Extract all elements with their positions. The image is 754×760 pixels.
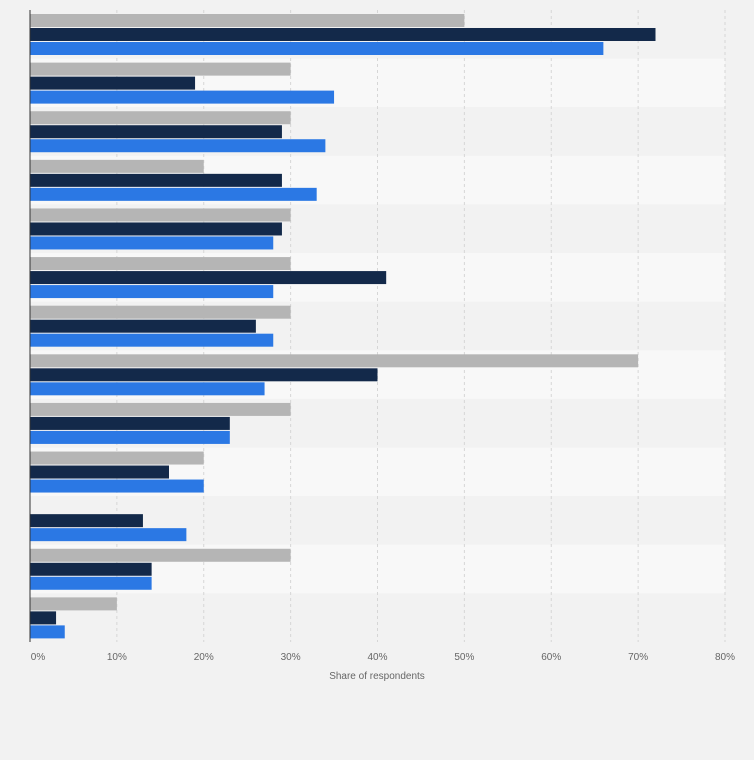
x-tick-label: 0%: [31, 652, 46, 663]
x-axis-ticks: 0% 10% 20% 30% 40% 50% 60% 70% 80%: [31, 652, 735, 663]
bar: [30, 402, 291, 416]
x-tick-label: 60%: [541, 652, 561, 663]
bar: [30, 451, 204, 465]
bar: [30, 305, 291, 319]
bar: [30, 611, 57, 625]
x-axis-title: Share of respondents: [329, 671, 425, 682]
x-tick-label: 40%: [367, 652, 387, 663]
bar: [30, 548, 291, 562]
bar: [30, 173, 282, 187]
bar: [30, 416, 230, 430]
bar: [30, 285, 274, 299]
bar: [30, 562, 152, 576]
bar: [30, 368, 378, 382]
x-tick-label: 70%: [628, 652, 648, 663]
bar: [30, 333, 274, 347]
bar: [30, 257, 291, 271]
x-tick-label: 10%: [107, 652, 127, 663]
bar: [30, 479, 204, 493]
bar: [30, 528, 187, 542]
bar: [30, 62, 291, 76]
bar: [30, 90, 335, 104]
bar: [30, 576, 152, 590]
bar: [30, 465, 169, 479]
bar: [30, 28, 656, 41]
bar: [30, 382, 265, 396]
bar: [30, 159, 204, 173]
bars: [30, 14, 656, 639]
bar: [30, 14, 465, 27]
bar: [30, 514, 143, 528]
bar: [30, 271, 387, 285]
x-tick-label: 80%: [715, 652, 735, 663]
bar: [30, 236, 274, 250]
bar: [30, 187, 317, 201]
x-tick-label: 30%: [281, 652, 301, 663]
bar: [30, 76, 196, 90]
bar: [30, 42, 604, 55]
bar: [30, 111, 291, 125]
bar: [30, 625, 65, 639]
bar: [30, 125, 282, 139]
x-tick-label: 50%: [454, 652, 474, 663]
bar: [30, 208, 291, 222]
bar: [30, 354, 639, 368]
bar: [30, 319, 256, 333]
bar: [30, 139, 326, 153]
x-tick-label: 20%: [194, 652, 214, 663]
bar: [30, 222, 282, 236]
bar: [30, 430, 230, 444]
bar: [30, 597, 117, 611]
